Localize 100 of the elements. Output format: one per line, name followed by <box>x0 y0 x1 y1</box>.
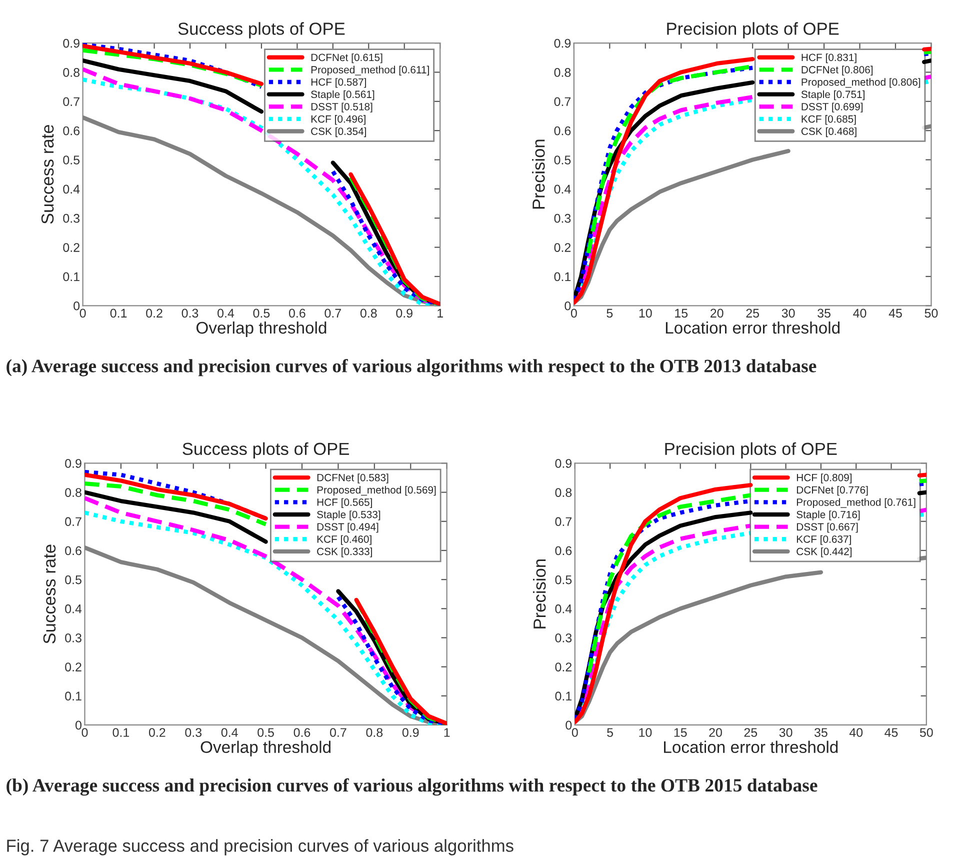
x-tick-label: 10 <box>639 728 652 737</box>
x-tick-label: 0.9 <box>402 728 419 737</box>
x-tick-label: 20 <box>710 308 724 318</box>
x-tick-label: 0.4 <box>218 308 234 318</box>
x-tick-label: 35 <box>818 308 830 318</box>
x-tick-label: 0.6 <box>288 308 306 318</box>
legend-label: Staple [0.561] <box>311 90 374 100</box>
y-tick-label: 0.5 <box>65 575 82 584</box>
legend-label: HCF [0.565] <box>317 498 372 508</box>
legend-label: HCF [0.809] <box>796 474 852 484</box>
y-tick-label: 0.7 <box>554 97 571 106</box>
chart-title: Precision plots of OPE <box>665 442 837 458</box>
x-tick-label: 1 <box>438 308 443 318</box>
x-tick-label: 40 <box>853 308 866 318</box>
y-tick-label: 0 <box>74 301 80 310</box>
legend-label: Proposed_method [0.806] <box>802 78 920 88</box>
x-tick-label: 20 <box>709 728 722 737</box>
legend-label: Proposed_method [0.569] <box>317 486 436 496</box>
x-tick-label: 0.5 <box>258 728 274 737</box>
y-tick-label: 0.2 <box>63 243 80 252</box>
legend-label: DSST [0.494] <box>317 522 378 533</box>
x-tick-label: 0.1 <box>110 308 127 318</box>
legend-label: DCFNet [0.806] <box>802 66 873 76</box>
x-tick-label: 0.3 <box>185 728 202 737</box>
legend-label: DSST [0.699] <box>802 102 863 112</box>
legend-label: Proposed_method [0.761] <box>796 498 916 508</box>
y-tick-label: 0.1 <box>555 692 572 701</box>
y-axis-title: Precision <box>532 140 545 209</box>
x-tick-label: 30 <box>782 308 795 318</box>
legend-label: Proposed_method [0.611] <box>311 66 429 76</box>
x-tick-label: 0.3 <box>182 308 198 318</box>
legend-label: KCF [0.637] <box>796 535 851 545</box>
legend-label: CSK [0.442] <box>796 548 852 558</box>
y-tick-label: 0.6 <box>65 546 82 556</box>
legend-label: Staple [0.751] <box>801 90 864 100</box>
x-tick-label: 0.7 <box>324 308 341 318</box>
x-tick-label: 0.4 <box>221 728 238 737</box>
x-tick-label: 15 <box>675 308 688 318</box>
y-tick-label: 0.4 <box>65 604 82 614</box>
x-axis-title: Overlap threshold <box>196 321 326 338</box>
x-tick-label: 0 <box>572 728 578 737</box>
y-tick-label: 0 <box>564 301 571 310</box>
legend-label: CSK [0.333] <box>317 548 372 558</box>
y-tick-label: 0.9 <box>554 38 571 48</box>
y-tick-label: 0.4 <box>555 604 572 614</box>
text: (b) Average success and precision curves of various algorithms with respect to the OTB 2015 database <box>6 778 818 796</box>
y-tick-label: 0.4 <box>554 184 571 194</box>
legend-label: Staple [0.716] <box>796 510 860 520</box>
x-tick-label: 45 <box>884 728 898 737</box>
x-tick-label: 0.9 <box>396 308 412 318</box>
y-tick-label: 0.5 <box>63 156 80 164</box>
y-tick-label: 0.2 <box>65 662 82 672</box>
y-tick-label: 0.5 <box>555 575 572 584</box>
y-tick-label: 0.6 <box>554 126 571 136</box>
y-tick-label: 0.3 <box>555 634 572 642</box>
y-axis-title: Success rate <box>41 124 54 224</box>
x-tick-label: 15 <box>674 728 687 737</box>
y-axis-title: Precision <box>533 560 546 628</box>
y-tick-label: 0.9 <box>63 38 80 48</box>
y-tick-label: 0.3 <box>65 634 82 642</box>
legend-label: KCF [0.496] <box>311 115 366 125</box>
x-tick-label: 0.8 <box>366 728 383 737</box>
x-tick-label: 25 <box>746 308 760 318</box>
x-tick-label: 0 <box>82 728 88 737</box>
chart-title: Success plots of OPE <box>178 22 345 38</box>
y-tick-label: 0.7 <box>555 517 572 526</box>
x-tick-label: 0.8 <box>360 308 377 318</box>
legend-label: DCFNet [0.776] <box>796 486 868 496</box>
x-tick-label: 0.2 <box>146 308 162 318</box>
y-tick-label: 0.6 <box>63 126 80 136</box>
x-tick-label: 0.5 <box>253 308 270 318</box>
y-tick-label: 0.4 <box>63 184 80 194</box>
x-tick-label: 45 <box>888 308 902 318</box>
series-label: HCF [0.831] <box>802 53 856 64</box>
x-axis-title: Location error threshold <box>664 740 838 754</box>
y-tick-label: 0.2 <box>555 662 572 672</box>
y-tick-label: 0.1 <box>65 692 82 701</box>
y-tick-label: 0 <box>566 720 572 730</box>
y-tick-label: 0.3 <box>63 214 80 223</box>
y-tick-label: 0.1 <box>554 272 571 282</box>
chart-title: Success plots of OPE <box>182 442 349 458</box>
y-tick-label: 0.8 <box>555 488 572 497</box>
legend-label: CSK [0.354] <box>311 127 366 138</box>
x-tick-label: 25 <box>744 728 758 737</box>
x-tick-label: 0.7 <box>330 728 346 737</box>
x-axis-title: Overlap threshold <box>200 740 330 756</box>
x-tick-label: 0.2 <box>148 728 166 737</box>
y-tick-label: 0.8 <box>554 68 571 77</box>
y-tick-label: 0.2 <box>554 243 571 252</box>
y-tick-label: 0.1 <box>63 272 80 282</box>
y-axis-title: Success rate <box>43 544 56 644</box>
legend-label: KCF [0.685] <box>802 115 856 125</box>
x-tick-label: 35 <box>814 728 828 737</box>
x-tick-label: 0.6 <box>294 728 310 737</box>
x-axis-title: Location error threshold <box>666 321 840 334</box>
legend-label: DCFNet [0.615] <box>311 53 382 64</box>
legend-label: KCF [0.460] <box>317 535 372 545</box>
x-tick-label: 5 <box>606 308 613 318</box>
x-tick-label: 5 <box>607 728 614 737</box>
x-tick-label: 30 <box>779 728 792 737</box>
